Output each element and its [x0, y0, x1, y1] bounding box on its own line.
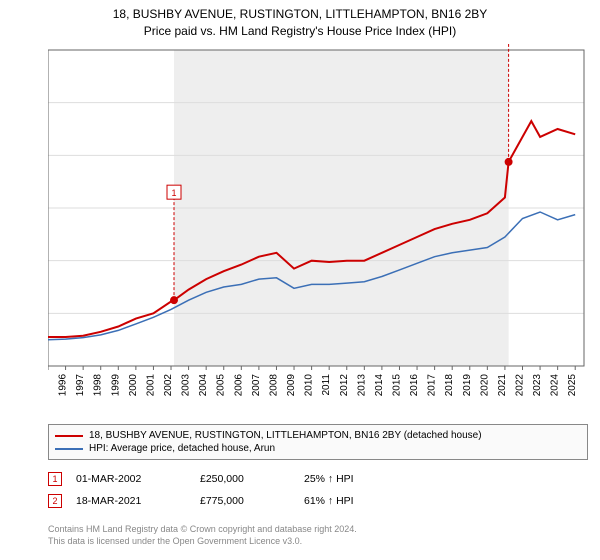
legend-item: HPI: Average price, detached house, Arun: [55, 442, 581, 455]
svg-text:1996: 1996: [58, 374, 69, 397]
svg-text:2016: 2016: [409, 374, 420, 397]
svg-text:2009: 2009: [286, 374, 297, 397]
txn-price: £775,000: [200, 495, 290, 507]
svg-text:2006: 2006: [233, 374, 244, 397]
svg-text:2015: 2015: [391, 374, 402, 397]
svg-text:2003: 2003: [181, 374, 192, 397]
chart-title-block: 18, BUSHBY AVENUE, RUSTINGTON, LITTLEHAM…: [0, 0, 600, 40]
svg-text:2013: 2013: [356, 374, 367, 397]
txn-delta: 61% ↑ HPI: [304, 495, 424, 507]
footnote: Contains HM Land Registry data © Crown c…: [48, 524, 588, 547]
svg-text:1997: 1997: [75, 374, 86, 397]
svg-text:2018: 2018: [444, 374, 455, 397]
legend-label: HPI: Average price, detached house, Arun: [89, 443, 275, 454]
svg-text:2005: 2005: [216, 374, 227, 397]
svg-text:1995: 1995: [48, 374, 51, 397]
txn-marker-icon: 2: [48, 494, 62, 508]
footnote-line: Contains HM Land Registry data © Crown c…: [48, 524, 588, 536]
svg-text:2022: 2022: [514, 374, 525, 397]
svg-text:2019: 2019: [462, 374, 473, 397]
svg-text:2017: 2017: [427, 374, 438, 397]
svg-text:2002: 2002: [163, 374, 174, 397]
svg-text:1999: 1999: [110, 374, 121, 397]
price-chart: £0£200K£400K£600K£800K£1M£1.2M1995199619…: [48, 44, 588, 414]
txn-price: £250,000: [200, 473, 290, 485]
svg-text:1: 1: [171, 188, 176, 198]
svg-text:2020: 2020: [479, 374, 490, 397]
legend-swatch-property: [55, 435, 83, 437]
title-line-2: Price paid vs. HM Land Registry's House …: [0, 23, 600, 40]
svg-text:2004: 2004: [198, 374, 209, 397]
txn-delta: 25% ↑ HPI: [304, 473, 424, 485]
txn-marker-icon: 1: [48, 472, 62, 486]
title-line-1: 18, BUSHBY AVENUE, RUSTINGTON, LITTLEHAM…: [0, 6, 600, 23]
svg-text:2012: 2012: [339, 374, 350, 397]
footnote-line: This data is licensed under the Open Gov…: [48, 536, 588, 548]
svg-text:1998: 1998: [93, 374, 104, 397]
txn-date: 01-MAR-2002: [76, 473, 186, 485]
svg-text:2000: 2000: [128, 374, 139, 397]
legend-label: 18, BUSHBY AVENUE, RUSTINGTON, LITTLEHAM…: [89, 430, 482, 441]
svg-text:2001: 2001: [145, 374, 156, 397]
svg-text:2007: 2007: [251, 374, 262, 397]
table-row: 2 18-MAR-2021 £775,000 61% ↑ HPI: [48, 490, 588, 512]
txn-date: 18-MAR-2021: [76, 495, 186, 507]
svg-text:2021: 2021: [497, 374, 508, 397]
transactions-table: 1 01-MAR-2002 £250,000 25% ↑ HPI 2 18-MA…: [48, 468, 588, 512]
legend-item: 18, BUSHBY AVENUE, RUSTINGTON, LITTLEHAM…: [55, 429, 581, 442]
svg-text:2010: 2010: [304, 374, 315, 397]
svg-text:2025: 2025: [567, 374, 578, 397]
svg-text:2023: 2023: [532, 374, 543, 397]
svg-text:2011: 2011: [321, 374, 332, 396]
svg-text:2014: 2014: [374, 374, 385, 397]
svg-text:2024: 2024: [550, 374, 561, 397]
chart-legend: 18, BUSHBY AVENUE, RUSTINGTON, LITTLEHAM…: [48, 424, 588, 460]
table-row: 1 01-MAR-2002 £250,000 25% ↑ HPI: [48, 468, 588, 490]
svg-text:2008: 2008: [268, 374, 279, 397]
legend-swatch-hpi: [55, 448, 83, 450]
